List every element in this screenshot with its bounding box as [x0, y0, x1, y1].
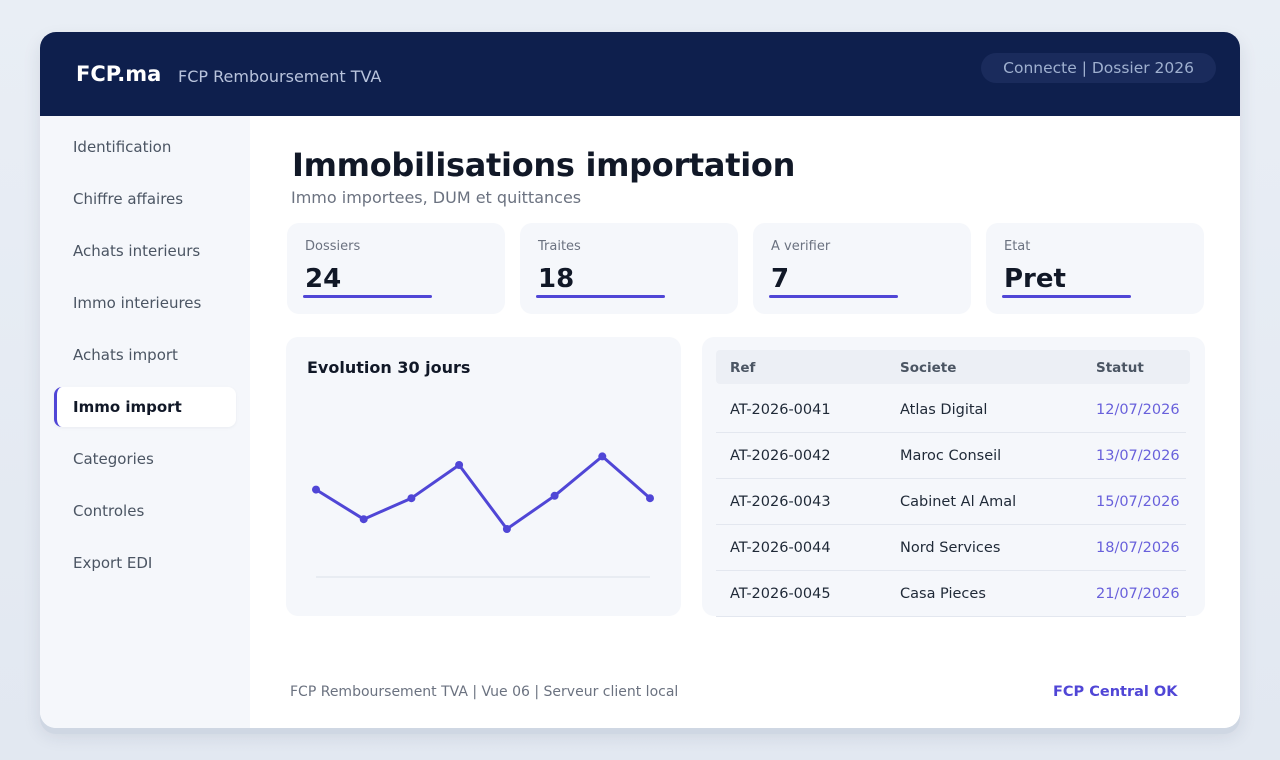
cell-societe: Atlas Digital — [900, 402, 988, 418]
sidebar-item-immo-import[interactable]: Immo import — [54, 387, 236, 427]
sidebar-item-export-edi[interactable]: Export EDI — [73, 554, 153, 572]
data-point-1[interactable] — [312, 485, 320, 494]
cell-statut: 21/07/2026 — [1096, 586, 1180, 602]
kpi-value: 7 — [771, 264, 790, 294]
kpi-underline — [303, 295, 432, 298]
cell-ref: AT-2026-0042 — [730, 448, 831, 464]
cell-societe: Maroc Conseil — [900, 448, 1002, 464]
cell-statut: 15/07/2026 — [1096, 494, 1180, 510]
top-bar: FCP.ma FCP Remboursement TVA Connecte | … — [40, 32, 1240, 116]
kpi-underline — [769, 295, 898, 298]
cell-statut: 13/07/2026 — [1096, 448, 1180, 464]
table-row[interactable]: AT-2026-0043 Cabinet Al Amal 15/07/2026 — [716, 479, 1186, 525]
brand-logo[interactable]: FCP.ma — [76, 62, 162, 86]
kpi-value: 24 — [305, 264, 342, 294]
data-point-7[interactable] — [598, 452, 607, 461]
line-chart — [312, 452, 654, 578]
kpi-value: Pret — [1004, 264, 1066, 294]
cell-societe: Nord Services — [900, 540, 1001, 556]
kpi-label: Traites — [538, 239, 581, 254]
column-header-statut[interactable]: Statut — [1096, 360, 1144, 376]
column-header-societe[interactable]: Societe — [900, 360, 957, 376]
sidebar-item-chiffre-affaires[interactable]: Chiffre affaires — [73, 190, 184, 208]
chart-title: Evolution 30 jours — [307, 358, 471, 377]
cell-statut: 12/07/2026 — [1096, 402, 1180, 418]
chart-card: Evolution 30 jours — [286, 337, 681, 616]
cell-ref: AT-2026-0044 — [730, 540, 831, 556]
table-row[interactable]: AT-2026-0045 Casa Pieces 21/07/2026 — [716, 571, 1186, 617]
cell-societe: Cabinet Al Amal — [900, 494, 1017, 510]
data-point-8[interactable] — [646, 494, 654, 503]
data-point-3[interactable] — [407, 494, 416, 503]
app-window: FCP.ma FCP Remboursement TVA Connecte | … — [40, 32, 1240, 728]
table-row[interactable]: AT-2026-0041 Atlas Digital 12/07/2026 — [716, 387, 1186, 433]
cell-ref: AT-2026-0043 — [730, 494, 831, 510]
sidebar-item-immo-interieures[interactable]: Immo interieures — [73, 294, 202, 312]
sidebar-item-achats-interieurs[interactable]: Achats interieurs — [73, 242, 201, 260]
kpi-underline — [1002, 295, 1131, 298]
footer-info: FCP Remboursement TVA | Vue 06 | Serveur… — [290, 684, 679, 700]
table-row[interactable]: AT-2026-0044 Nord Services 18/07/2026 — [716, 525, 1186, 571]
server-status: FCP Central OK — [1053, 684, 1178, 700]
cell-statut: 18/07/2026 — [1096, 540, 1180, 556]
kpi-label: Etat — [1004, 239, 1031, 254]
cell-ref: AT-2026-0045 — [730, 586, 831, 602]
sidebar-item-achats-import[interactable]: Achats import — [73, 346, 178, 364]
cell-ref: AT-2026-0041 — [730, 402, 831, 418]
kpi-label: Dossiers — [305, 239, 361, 254]
sidebar: Identification Chiffre affaires Achats i… — [40, 116, 250, 728]
column-header-ref[interactable]: Ref — [730, 360, 756, 376]
kpi-card-traites: Traites 18 — [520, 223, 738, 314]
kpi-card-a-verifier: A verifier 7 — [753, 223, 971, 314]
kpi-card-etat: Etat Pret — [986, 223, 1204, 314]
data-point-5[interactable] — [502, 525, 511, 533]
kpi-label: A verifier — [771, 239, 831, 254]
sidebar-item-controles[interactable]: Controles — [73, 502, 145, 520]
data-point-2[interactable] — [359, 515, 368, 524]
series-line — [314, 454, 652, 531]
cell-societe: Casa Pieces — [900, 586, 986, 602]
table-row[interactable]: AT-2026-0042 Maroc Conseil 13/07/2026 — [716, 433, 1186, 479]
page-subtitle: Immo importees, DUM et quittances — [291, 188, 582, 207]
connection-status-badge: Connecte | Dossier 2026 — [981, 53, 1216, 83]
data-table: Ref Societe Statut AT-2026-0041 Atlas Di… — [702, 337, 1205, 617]
page-title: Immobilisations importation — [292, 146, 796, 184]
sidebar-item-categories[interactable]: Categories — [73, 450, 154, 468]
kpi-underline — [536, 295, 665, 298]
table-header: Ref Societe Statut — [716, 350, 1190, 384]
data-point-4[interactable] — [455, 461, 464, 469]
kpi-value: 18 — [538, 264, 575, 294]
kpi-card-dossiers: Dossiers 24 — [287, 223, 505, 314]
app-name: FCP Remboursement TVA — [178, 67, 382, 86]
data-point-6[interactable] — [550, 491, 559, 500]
sidebar-item-identification[interactable]: Identification — [73, 138, 172, 156]
main-content: Immobilisations importation Immo importe… — [250, 116, 1240, 728]
